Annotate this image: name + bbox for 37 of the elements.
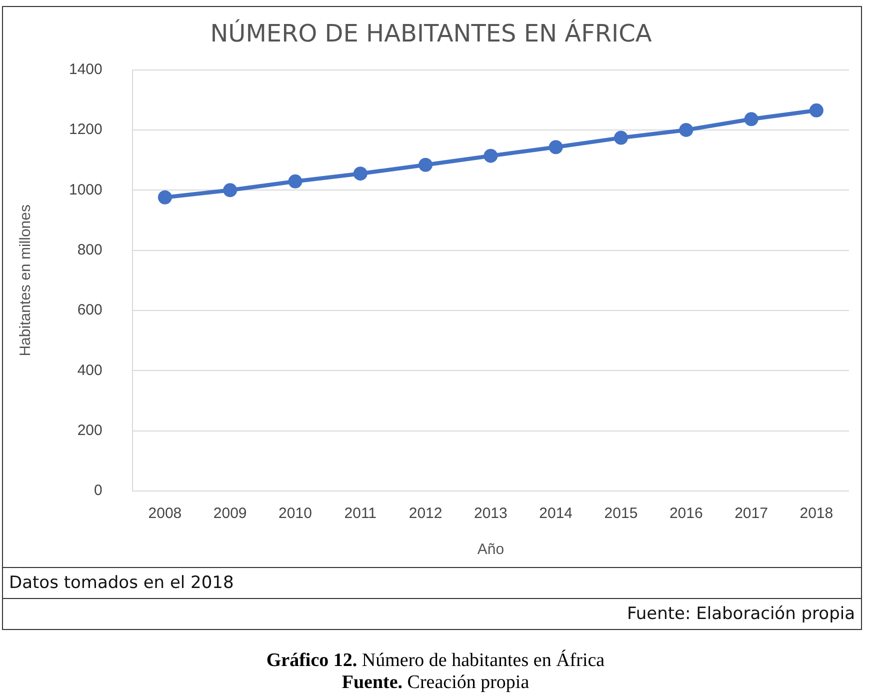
x-tick-label: 2012 [408, 505, 442, 522]
point [809, 103, 824, 118]
y-tick-label: 1000 [68, 181, 102, 198]
x-tick-label: 2018 [800, 505, 834, 522]
chart-title: NÚMERO DE HABITANTES EN ÁFRICA [210, 18, 652, 48]
point [353, 166, 368, 181]
x-tick-label: 2015 [604, 505, 638, 522]
y-tick-label: 1400 [68, 60, 102, 78]
source-note: Fuente. Creación propia [340, 672, 530, 694]
y-tick-label: 800 [77, 241, 102, 258]
point [548, 140, 563, 154]
point [679, 122, 694, 137]
text: Gráfico 12. Número de habitantes en África [265, 650, 606, 672]
point [418, 158, 433, 172]
text: Datos tomados en el 2018 [3, 567, 861, 598]
x-tick-label: 2008 [148, 505, 182, 522]
point [223, 183, 238, 198]
point [158, 190, 172, 204]
x-tick-label: 2010 [278, 505, 312, 522]
x-tick-label: 2009 [213, 505, 247, 522]
x-tick-label: 2011 [344, 505, 377, 522]
point [288, 174, 302, 188]
x-tick-label: 2014 [539, 505, 573, 522]
y-tick-label: 1200 [68, 121, 102, 138]
x-tick-label: 2013 [474, 505, 508, 522]
point [744, 112, 758, 126]
x-tick-label: 2017 [734, 505, 768, 522]
y-tick-label: 0 [94, 482, 102, 500]
x-axis-title: Año [477, 541, 504, 558]
x-tick-label: 2016 [669, 505, 703, 522]
point [484, 148, 498, 163]
y-tick-label: 400 [77, 362, 102, 379]
y-axis-title: Habitantes en millones [17, 204, 34, 356]
source-note: Fuente: Elaboración propia [3, 598, 861, 629]
y-tick-label: 200 [77, 422, 102, 439]
point [614, 130, 628, 145]
y-tick-label: 600 [77, 302, 102, 319]
